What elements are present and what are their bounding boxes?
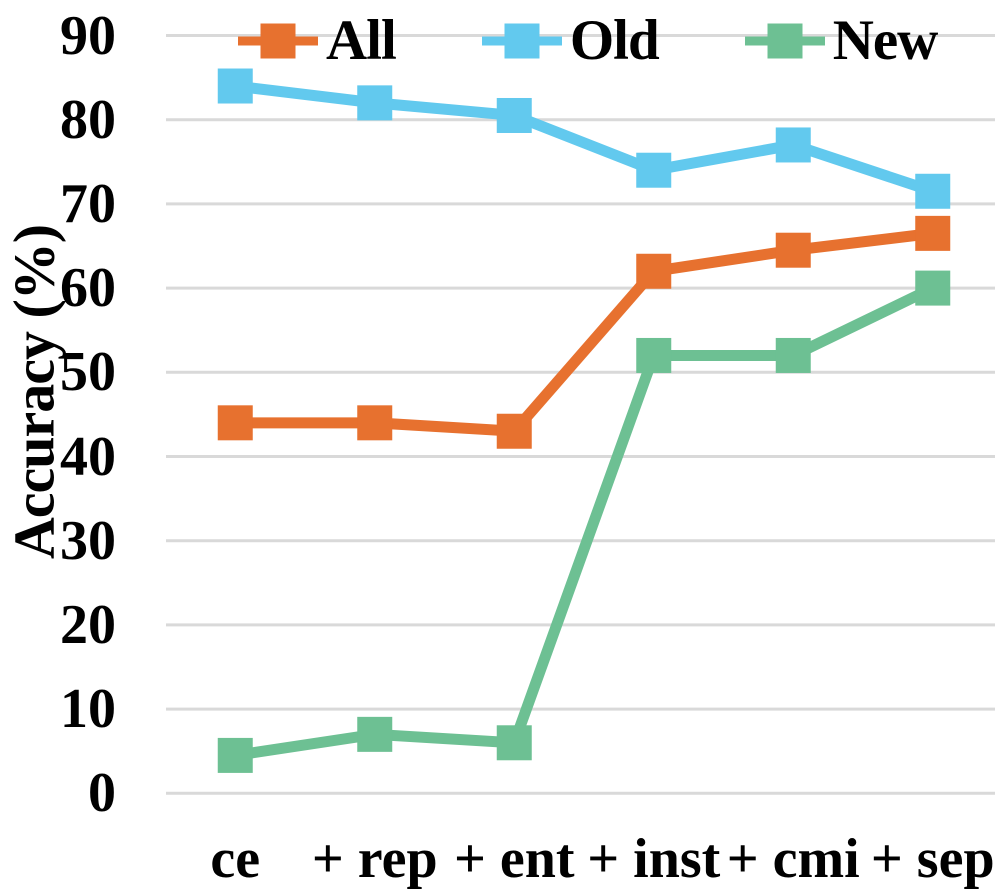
legend-label-all: All [326,9,397,72]
y-tick-label-90: 90 [60,4,116,67]
marker-all-ce [217,405,253,441]
legend-item-all: All [238,9,397,72]
marker-new-+ sep [915,270,951,306]
legend-line-marker-icon [481,23,562,58]
series-line-old [234,80,935,197]
marker-old-+ inst [636,152,672,188]
y-tick-label-80: 80 [60,88,116,151]
legend-label-new: New [832,9,939,72]
marker-new-+ cmi [775,337,811,373]
y-tick-label-50: 50 [60,341,116,404]
series-line-new [234,283,936,761]
legend-item-new: New [744,9,939,72]
y-tick-label-0: 0 [88,762,116,825]
marker-all-+ inst [636,253,672,289]
marker-new-ce [217,737,253,773]
marker-all-+ cmi [775,232,811,268]
marker-all-+ ent [496,413,532,449]
marker-new-+ inst [636,337,672,373]
marker-old-+ rep [357,85,393,121]
y-tick-label-20: 20 [60,593,116,656]
y-tick-label-40: 40 [60,425,116,488]
x-tick-label-2: + rep [311,828,438,890]
series-line-all [235,227,934,437]
marker-new-+ rep [357,716,393,752]
legend: All Old New [238,9,939,72]
legend-item-old: Old [481,9,660,72]
x-tick-label-3: + ent [453,828,575,890]
x-tick-label-5: + cmi [726,828,860,890]
marker-old-+ sep [915,173,951,209]
y-tick-label-70: 70 [60,172,116,235]
x-tick-label-1: ce [210,828,261,890]
legend-line-marker-icon [238,23,318,58]
marker-old-+ ent [496,97,532,133]
y-tick-label-30: 30 [60,509,116,572]
y-tick-label-10: 10 [60,678,116,741]
marker-all-+ rep [357,405,393,441]
marker-new-+ ent [496,725,532,761]
x-tick-label-6: + sep [870,828,995,890]
legend-label-old: Old [569,9,660,72]
marker-all-+ sep [915,215,951,251]
legend-line-marker-icon [744,23,825,58]
marker-old-ce [217,68,253,104]
marker-old-+ cmi [775,127,811,163]
x-tick-label-4: + inst [587,828,721,890]
y-tick-label-60: 60 [60,257,116,320]
